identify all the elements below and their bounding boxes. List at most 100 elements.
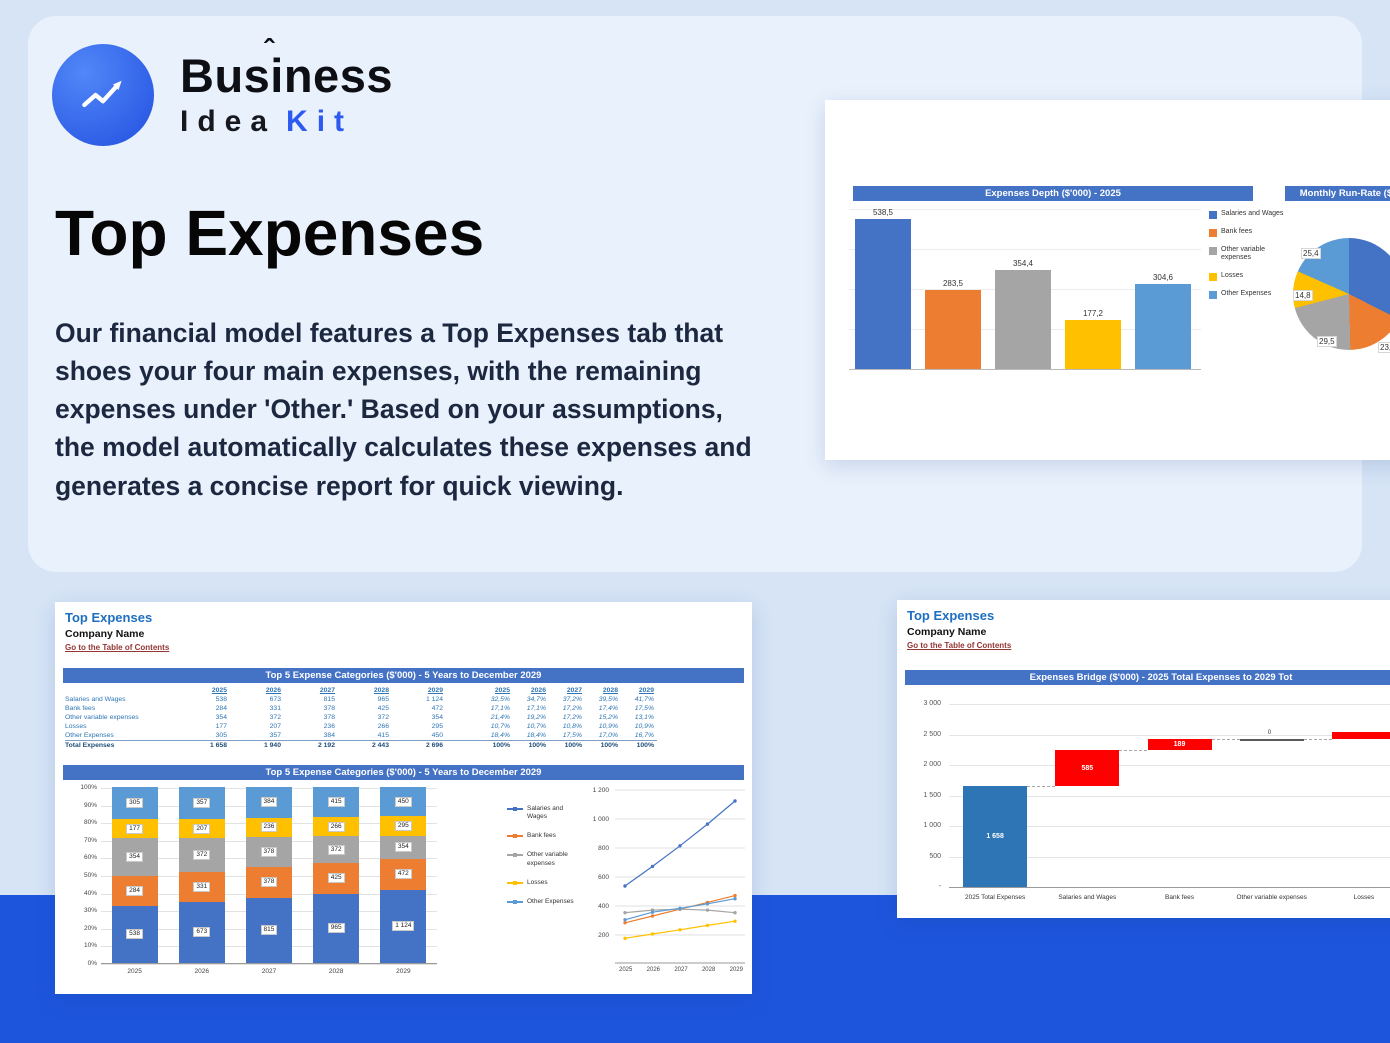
legend-item: Other Expenses [1209, 290, 1287, 299]
y-axis-label: 80% [83, 819, 97, 827]
cell-pct: 17,1% [490, 705, 510, 712]
bar-value-label: 538,5 [872, 208, 894, 217]
page-title: Top Expenses [55, 197, 485, 269]
cell-value: 354 [431, 714, 443, 721]
bar [1135, 284, 1191, 369]
year-header: 2027 [319, 687, 335, 694]
cell-pct: 32,5% [490, 696, 510, 703]
table-of-contents-link[interactable]: Go to the Table of Contents [65, 643, 170, 652]
cell-value: 331 [269, 705, 281, 712]
trend-arrow-icon [82, 80, 122, 108]
legend-line-marker-icon [507, 853, 523, 858]
legend-line-marker-icon [507, 880, 523, 885]
bar-segment: 305 [111, 787, 158, 820]
spacer [453, 740, 477, 750]
x-axis-label: Losses [1353, 894, 1375, 901]
x-axis-label: 2029 [396, 968, 411, 975]
y-axis-label: 1 500 [923, 791, 941, 799]
legend-line-marker-icon [507, 899, 523, 904]
pie-data-label: 23,7 [1378, 342, 1390, 353]
cell-pct: 10,7% [526, 723, 546, 730]
cell-pct: 39,5% [598, 696, 618, 703]
legend-item: Bank fees [1209, 228, 1287, 237]
chart-header-top5: Top 5 Expense Categories ($'000) - 5 Yea… [63, 765, 744, 780]
bar-value-label: 189 [1173, 740, 1186, 748]
x-axis-label: 2026 [646, 967, 661, 973]
depth-legend: Salaries and Wages Bank fees Other variabl… [1209, 210, 1287, 299]
legend-label: Salaries and Wages [527, 805, 564, 821]
gridline [101, 964, 437, 965]
y-axis-label: 100% [80, 784, 97, 791]
pie-data-label: 14,8 [1293, 290, 1313, 301]
x-axis-label: 2028 [701, 967, 716, 973]
brand-logo [52, 44, 154, 146]
legend-label: Salaries and Wages [1221, 210, 1284, 217]
chart-header-expenses-depth: Expenses Depth ($'000) - 2025 [853, 186, 1253, 201]
cell-value: 472 [431, 705, 443, 712]
bar [855, 219, 911, 369]
table-row: Salaries and Wages 538 673 815 965 1 124 32,5%… [65, 695, 657, 704]
chart-header-monthly-run-rate: Monthly Run-Rate ($'000 [1285, 186, 1390, 201]
segment-data-label: 425 [327, 873, 345, 884]
cell-value: 425 [377, 705, 389, 712]
stacked-bar: 815 378 378 236 384 [245, 787, 292, 963]
gridline [949, 734, 1390, 736]
cell-value: 207 [269, 723, 281, 730]
bar-segment: 965 [313, 893, 360, 963]
table-header-top5: Top 5 Expense Categories ($'000) - 5 Yea… [63, 668, 744, 683]
legend-item: Salaries and Wages [1209, 210, 1287, 219]
y-axis-label: 70% [83, 836, 97, 844]
top5-stacked-chart: 100% 90% 80% 70% 60% 50% 40% 30% 20% 10% 0% 538 284 3… [63, 782, 463, 982]
legend-item: Bank fees [507, 832, 579, 840]
stacked-bar: 1 124 472 354 295 450 [380, 787, 427, 963]
stacked-bar: 538 284 354 177 305 [111, 787, 158, 963]
legend-marker [513, 807, 517, 811]
table-row: Losses 177 207 236 266 295 10,7% 10,7% 10,8% 10,9… [65, 722, 657, 731]
bar-value-label: 283,5 [942, 279, 964, 288]
legend-swatch [1209, 229, 1217, 237]
cell-value: 378 [323, 705, 335, 712]
x-axis-labels: 2025 Total Expenses Salaries and Wages Ban… [949, 894, 1390, 901]
bar-value-label: 585 [1081, 764, 1094, 772]
expenses-bridge-chart: 3 000 2 500 2 000 1 500 1 000 500 - 1 658 585 189… [905, 696, 1390, 912]
bar-column: 177,2 [1065, 309, 1121, 369]
bar-segment: 372 [178, 838, 225, 872]
spacer [453, 686, 477, 695]
company-name: Company Name [65, 628, 145, 640]
x-axis-label: 2027 [674, 967, 688, 973]
legend-label: Other Expenses [527, 897, 574, 905]
bar-segment: 357 [178, 787, 225, 820]
segment-data-label: 177 [126, 823, 144, 834]
cell-value: 266 [377, 723, 389, 730]
connector-line [1211, 738, 1240, 740]
cell-pct: 17,4% [598, 705, 618, 712]
bar-segment: 236 [245, 817, 292, 837]
spacer [453, 713, 477, 722]
segment-data-label: 384 [260, 797, 278, 808]
brand-header: Business ˆ Idea Kit [52, 35, 393, 146]
year-header: 2029 [638, 687, 654, 694]
row-label: Other Expenses [65, 732, 114, 739]
y-axis-label: 50% [83, 872, 97, 879]
bar-segment: 354 [111, 838, 158, 876]
bar-segment: 425 [313, 862, 360, 894]
legend-marker [513, 834, 517, 839]
bar-value-label: 177,2 [1082, 309, 1104, 318]
spacer [453, 704, 477, 713]
table-of-contents-link[interactable]: Go to the Table of Contents [907, 641, 1012, 650]
cell-value: 354 [215, 714, 227, 721]
cell-pct: 16,7% [634, 732, 654, 739]
cell-value: 177 [215, 723, 227, 730]
segment-data-label: 415 [327, 796, 345, 807]
cell-pct: 100% [585, 740, 621, 750]
legend-label: Losses [1221, 271, 1244, 279]
brand-wordmark: Business ˆ Idea Kit [180, 35, 393, 138]
cell-pct: 41,7% [634, 696, 654, 703]
y-axis-label: 400 [598, 903, 609, 910]
line-chart-plot [615, 789, 745, 964]
year-header: 2028 [602, 687, 618, 694]
cell-pct: 21,4% [490, 714, 510, 721]
bar-segment: 331 [178, 871, 225, 902]
legend-label: Other Expenses [1221, 289, 1272, 297]
row-label: Bank fees [65, 705, 96, 712]
